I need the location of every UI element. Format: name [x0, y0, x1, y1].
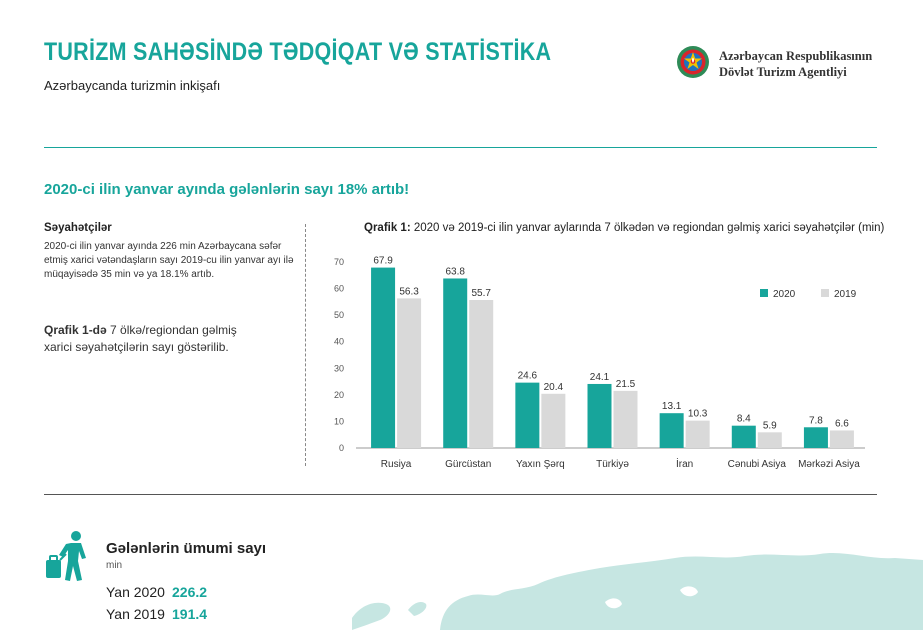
data-label-2020: 13.1 [662, 401, 682, 412]
bar-chart: 0 10 20 30 40 50 60 70 67.9 56.3 Rusiya 63.8 55.7 Gür… [334, 256, 865, 470]
legend-label-2019: 2019 [834, 289, 857, 300]
section-divider [44, 494, 877, 495]
bar-2020 [515, 382, 540, 448]
x-tick-label: Mərkəzi Asiya [798, 459, 860, 470]
sidebar-text-block: Səyahətçilər 2020-ci ilin yanvar ayında … [44, 222, 294, 356]
x-tick-label: İran [676, 457, 693, 470]
legend-label-2020: 2020 [773, 289, 796, 300]
data-label-2019: 56.3 [399, 286, 419, 297]
data-label-2019: 6.6 [835, 418, 849, 429]
data-label-2020: 7.8 [809, 415, 823, 426]
chart-caption-text: 2020 və 2019-ci ilin yanvar aylarında 7 … [410, 222, 885, 234]
chart-caption-bold: Qrafik 1: [364, 222, 411, 234]
agency-logo: Azərbaycan Respublikasının Dövlət Turizm… [672, 42, 902, 86]
chart-note-text: 7 ölkə/regiondan gəlmiş xarici səyahətçi… [44, 323, 237, 354]
y-tick-label: 0 [339, 443, 344, 453]
y-tick-label: 60 [334, 284, 344, 294]
chart-note: Qrafik 1-də 7 ölkə/regiondan gəlmiş xari… [44, 322, 254, 356]
data-label-2019: 21.5 [616, 379, 636, 390]
headline: 2020-ci ilin yanvar ayında gələnlərin sa… [44, 181, 410, 198]
data-label-2019: 10.3 [688, 409, 708, 420]
column-divider [305, 224, 306, 466]
y-tick-label: 10 [334, 416, 344, 426]
section-text: 2020-ci ilin yanvar ayında 226 min Azərb… [44, 241, 294, 280]
legend-swatch-2019 [821, 289, 829, 297]
data-label-2019: 55.7 [471, 288, 491, 299]
data-label-2020: 63.8 [445, 266, 465, 277]
bar-2019 [541, 393, 566, 448]
x-tick-label: Yaxın Şərq [516, 459, 565, 470]
bar-2020 [731, 425, 756, 448]
header-divider [44, 147, 877, 148]
totals-row-2020: Yan 2020 226.2 [106, 584, 207, 600]
agency-name-line1: Azərbaycan Respublikasının [719, 49, 873, 63]
bar-2019 [397, 298, 422, 448]
chart-caption: Qrafik 1: 2020 və 2019-ci ilin yanvar ay… [364, 222, 884, 234]
legend-swatch-2020 [760, 289, 768, 297]
totals-row-2019: Yan 2019 191.4 [106, 606, 207, 622]
y-tick-label: 50 [334, 310, 344, 320]
page-subtitle: Azərbaycanda turizmin inkişafı [44, 78, 221, 93]
bar-2019 [613, 390, 638, 448]
x-tick-label: Türkiyə [596, 459, 629, 470]
y-tick-label: 20 [334, 390, 344, 400]
bar-2020 [659, 413, 684, 448]
bar-2020 [803, 427, 828, 448]
state-emblem-icon [677, 46, 709, 78]
totals-row-label: Yan 2019 [106, 606, 165, 622]
traveler-luggage-icon [46, 531, 86, 581]
bar-2020 [443, 278, 468, 448]
bar-2020 [587, 383, 612, 448]
world-map-icon [352, 553, 923, 630]
totals-row-value: 226.2 [172, 584, 208, 600]
page-title: TURİZM SAHƏSİNDƏ TƏDQİQAT VƏ STATİSTİKA [44, 38, 552, 66]
bar-2019 [757, 432, 782, 448]
y-tick-label: 40 [334, 337, 344, 347]
x-tick-label: Rusiya [381, 459, 412, 470]
data-label-2020: 8.4 [737, 414, 751, 425]
bar-2019 [829, 430, 854, 448]
x-tick-label: Gürcüstan [445, 459, 491, 470]
data-label-2020: 24.6 [518, 371, 538, 382]
bar-2019 [685, 420, 710, 448]
data-label-2019: 20.4 [544, 382, 564, 393]
x-tick-label: Cənubi Asiya [728, 459, 787, 470]
data-label-2020: 24.1 [590, 372, 610, 383]
totals-block: Gələnlərin ümumi sayı min Yan 2020 226.2… [44, 530, 304, 630]
totals-row-label: Yan 2020 [106, 584, 165, 600]
totals-row-value: 191.4 [172, 606, 208, 622]
agency-name-line2: Dövlət Turizm Agentliyi [719, 65, 847, 79]
totals-title: Gələnlərin ümumi sayı [106, 540, 267, 557]
y-tick-label: 30 [334, 363, 344, 373]
totals-unit: min [106, 560, 123, 571]
y-tick-label: 70 [334, 257, 344, 267]
section-title: Səyahətçilər [44, 222, 112, 234]
bar-2019 [469, 299, 494, 448]
chart-note-bold: Qrafik 1-də [44, 323, 107, 337]
data-label-2019: 5.9 [763, 420, 777, 431]
bar-2020 [371, 267, 396, 448]
data-label-2020: 67.9 [373, 256, 393, 267]
